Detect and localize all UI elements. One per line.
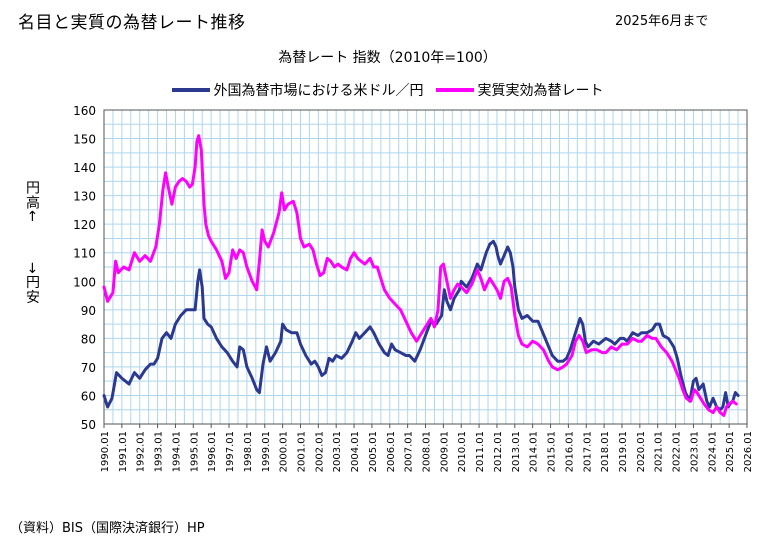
legend-label-usdjpy: 外国為替市場における米ドル／円	[213, 83, 424, 99]
x-tick-label: 1998.01	[243, 431, 254, 472]
y-tick-label: 120	[73, 218, 96, 232]
legend-label-reer: 実質実効為替レート	[477, 83, 604, 99]
y-tick-label: 150	[73, 133, 96, 147]
legend-swatch-reer	[435, 88, 474, 92]
x-tick-label: 2004.01	[350, 431, 361, 472]
x-tick-label: 2025.01	[725, 431, 736, 472]
x-tick-label: 2016.01	[564, 431, 575, 472]
x-tick-label: 2015.01	[547, 431, 558, 472]
y-tick-label: 100	[73, 275, 96, 289]
y-tick-label: 60	[81, 389, 96, 403]
series-line-usdjpy	[102, 239, 740, 412]
x-tick-label: 2023.01	[689, 431, 700, 472]
y-tick-label: 110	[73, 247, 96, 261]
y-tick-label: 70	[81, 361, 96, 375]
legend-item-usdjpy: 外国為替市場における米ドル／円	[171, 80, 424, 100]
x-tick-label: 2012.01	[493, 431, 504, 472]
x-tick-label: 2022.01	[672, 431, 683, 472]
chart-title: 為替レート 指数（2010年=100）	[278, 50, 497, 66]
x-tick-label: 2008.01	[422, 431, 433, 472]
x-tick-label: 2003.01	[332, 431, 343, 472]
y-tick-label: 80	[81, 332, 96, 346]
x-tick-label: 2005.01	[368, 431, 379, 472]
date-note: 2025年6月まで	[615, 14, 709, 29]
x-tick-label: 1999.01	[261, 431, 272, 472]
x-tick-label: 1994.01	[171, 431, 182, 472]
y-tick-label: 130	[73, 190, 96, 204]
x-tick-label: 2009.01	[439, 431, 450, 472]
source-note: （資料）BIS（国際決済銀行）HP	[10, 521, 205, 536]
chart-area: 50 60 70 80 90 100 110 120 130 140 150 160 1990.01 19…	[73, 104, 754, 472]
y-tick-label: 160	[73, 104, 96, 118]
x-tick-label: 1990.01	[100, 431, 111, 472]
x-tick-label: 2018.01	[600, 431, 611, 472]
x-tick-label: 2000.01	[279, 431, 290, 472]
x-tick-label: 1992.01	[136, 431, 147, 472]
yaxis-label-yen-strong: 円高←	[24, 180, 40, 223]
y-tick-label: 140	[73, 161, 96, 175]
x-tick-label: 2026.01	[743, 431, 754, 472]
x-tick-label: 2017.01	[582, 431, 593, 472]
legend-item-reer: 実質実効為替レート	[435, 80, 604, 100]
y-tick-label: 90	[81, 304, 96, 318]
x-tick-label: 2019.01	[618, 431, 629, 472]
y-tick-label: 50	[81, 418, 96, 432]
x-tick-label: 2014.01	[529, 431, 540, 472]
yaxis-label-yen-weak: →円安	[24, 262, 40, 305]
x-tick-label: 2006.01	[386, 431, 397, 472]
page-title: 名目と実質の為替レート推移	[18, 13, 246, 33]
series-line-reer	[102, 134, 738, 417]
x-tick-label: 2010.01	[457, 431, 468, 472]
legend-swatch-usdjpy	[171, 88, 210, 92]
x-tick-label: 1996.01	[207, 431, 218, 472]
x-tick-label: 1995.01	[189, 431, 200, 472]
x-tick-label: 2020.01	[636, 431, 647, 472]
x-tick-label: 2001.01	[296, 431, 307, 472]
x-tick-label: 2024.01	[707, 431, 718, 472]
x-tick-label: 2011.01	[475, 431, 486, 472]
x-tick-label: 1993.01	[154, 431, 165, 472]
chart-legend: 外国為替市場における米ドル／円 実質実効為替レート	[0, 80, 775, 100]
x-tick-label: 2007.01	[404, 431, 415, 472]
x-tick-label: 2013.01	[511, 431, 522, 472]
x-tick-label: 1991.01	[118, 431, 129, 472]
x-tick-label: 2002.01	[314, 431, 325, 472]
x-tick-label: 1997.01	[225, 431, 236, 472]
x-tick-label: 2021.01	[654, 431, 665, 472]
